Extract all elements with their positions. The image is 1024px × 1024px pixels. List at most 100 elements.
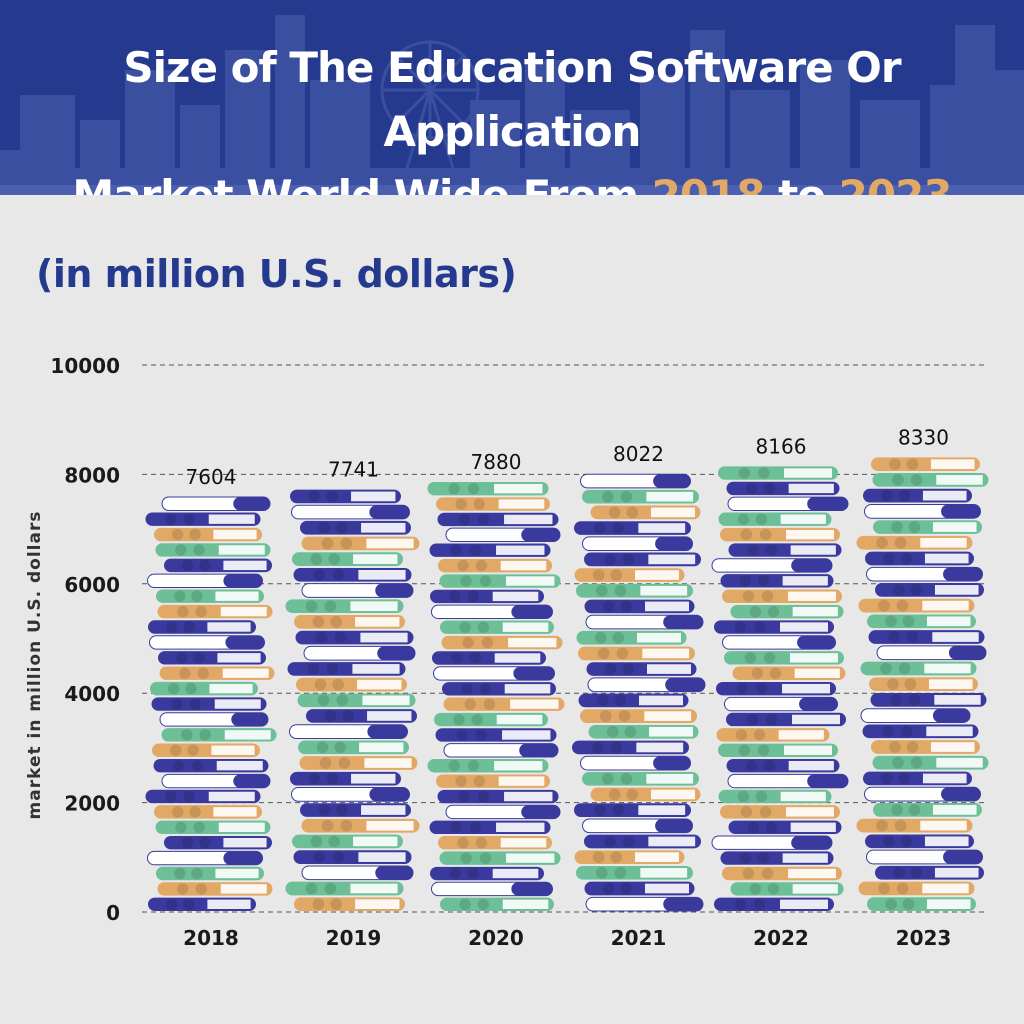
book	[151, 697, 267, 711]
book	[580, 709, 697, 723]
book	[158, 651, 266, 665]
book	[156, 866, 264, 881]
book	[863, 488, 972, 503]
book	[863, 771, 972, 786]
book	[867, 897, 976, 911]
x-tick-label: 2022	[753, 926, 809, 950]
book	[578, 693, 689, 708]
book	[588, 724, 699, 739]
bar-2021	[572, 473, 706, 912]
city-skyline-icon	[0, 15, 1024, 195]
book	[442, 682, 556, 696]
book	[582, 818, 693, 834]
book	[153, 758, 269, 773]
book	[728, 543, 842, 557]
book	[582, 771, 699, 786]
data-label: 8330	[898, 425, 949, 449]
book	[726, 712, 846, 727]
y-tick-label: 10000	[50, 354, 120, 378]
book	[289, 724, 408, 739]
book	[156, 589, 264, 603]
book	[865, 834, 974, 849]
data-label: 7880	[471, 450, 522, 474]
book	[875, 583, 984, 597]
y-tick-label: 6000	[64, 573, 120, 597]
book	[150, 681, 258, 696]
title-line-2: Market World Wide From 2018 to 2023	[0, 164, 1024, 195]
book	[865, 551, 974, 566]
book	[437, 512, 559, 527]
book	[164, 835, 272, 850]
bar-2020	[427, 481, 565, 911]
book	[730, 604, 844, 619]
book	[720, 851, 834, 865]
book	[720, 574, 834, 588]
book	[582, 489, 699, 504]
book	[862, 724, 979, 739]
y-tick-label: 2000	[64, 792, 120, 816]
book	[574, 803, 691, 817]
book	[574, 850, 685, 864]
book	[720, 527, 840, 542]
book	[157, 882, 273, 896]
book	[724, 696, 838, 712]
y-tick-label: 0	[106, 901, 120, 925]
book	[720, 805, 840, 819]
book	[858, 881, 975, 896]
chart-title: Size of The Education Software Or Applic…	[0, 36, 1024, 195]
book	[864, 786, 981, 802]
book	[587, 677, 706, 693]
data-label: 7741	[328, 458, 379, 482]
book	[873, 803, 982, 817]
book	[154, 805, 262, 819]
book	[724, 651, 844, 665]
book	[872, 755, 989, 770]
book	[714, 897, 834, 911]
book	[301, 536, 420, 551]
book	[580, 755, 691, 771]
bar-2019	[285, 489, 420, 911]
chart-subtitle: (in million U.S. dollars)	[36, 252, 517, 296]
book	[574, 568, 685, 582]
book	[572, 740, 689, 755]
book	[871, 740, 980, 754]
book	[155, 543, 271, 557]
book	[441, 635, 563, 650]
book	[149, 635, 265, 650]
book	[718, 512, 832, 526]
book	[856, 818, 973, 833]
book	[295, 630, 414, 645]
book	[726, 758, 840, 773]
book	[291, 504, 410, 520]
book	[287, 662, 406, 676]
title-mid: to	[764, 171, 838, 195]
book	[432, 651, 546, 665]
book	[876, 645, 987, 661]
book	[443, 697, 565, 711]
book	[154, 527, 262, 542]
book	[873, 520, 982, 534]
book	[298, 740, 409, 755]
book	[582, 536, 693, 552]
book	[148, 897, 256, 911]
book	[584, 834, 701, 849]
book	[161, 773, 271, 789]
book	[860, 708, 971, 723]
book	[164, 558, 272, 573]
book	[590, 787, 701, 802]
book	[148, 620, 256, 634]
book	[718, 466, 838, 480]
book	[285, 599, 404, 614]
book	[726, 481, 840, 496]
book	[427, 759, 549, 773]
book	[431, 881, 553, 897]
book	[301, 583, 414, 598]
book	[439, 574, 561, 588]
book	[300, 520, 411, 535]
book	[730, 882, 844, 896]
book	[722, 635, 836, 650]
book	[576, 630, 687, 645]
book	[290, 771, 401, 786]
book	[711, 558, 833, 573]
book	[300, 803, 411, 817]
